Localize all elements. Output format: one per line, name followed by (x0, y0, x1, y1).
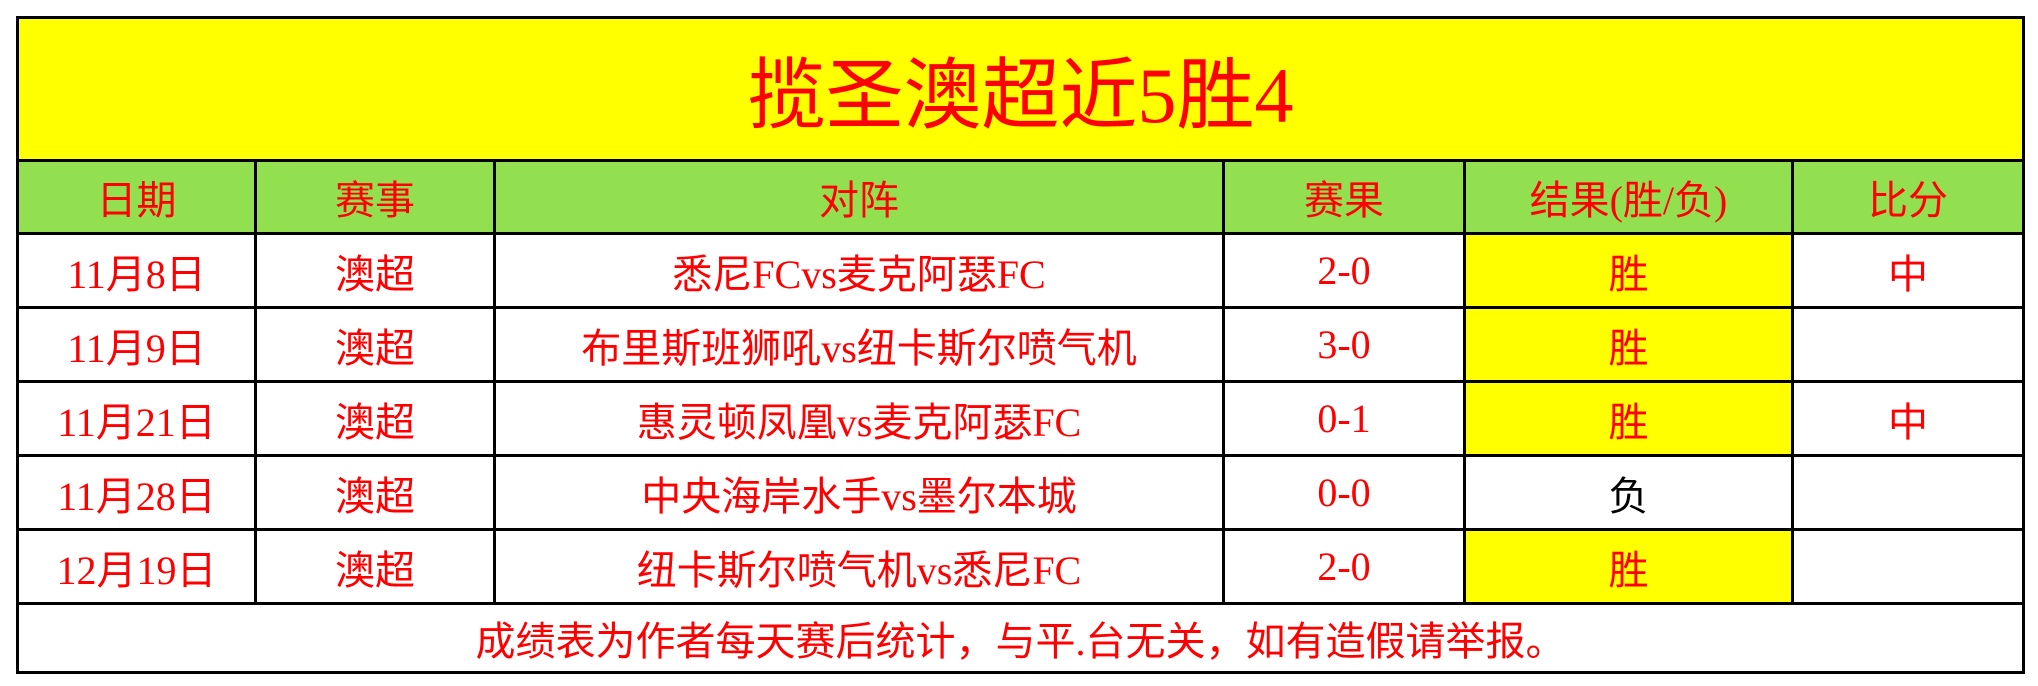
cell-score: 3-0 (1222, 306, 1466, 383)
cell-score: 2-0 (1222, 232, 1466, 309)
cell-league: 澳超 (254, 528, 496, 605)
cell-date: 11月9日 (16, 306, 257, 383)
cell-score: 0-1 (1222, 380, 1466, 457)
cell-pick (1790, 306, 2026, 383)
cell-pick (1790, 454, 2026, 531)
cell-pick: 中 (1790, 232, 2026, 309)
cell-score: 0-0 (1222, 454, 1466, 531)
cell-score: 2-0 (1222, 528, 1466, 605)
cell-result: 胜 (1463, 528, 1794, 605)
header-league: 赛事 (254, 159, 496, 235)
cell-league: 澳超 (254, 232, 496, 309)
cell-pick (1790, 528, 2026, 605)
cell-league: 澳超 (254, 306, 496, 383)
cell-date: 12月19日 (16, 528, 257, 605)
cell-result: 负 (1463, 454, 1794, 531)
header-match: 对阵 (493, 159, 1225, 235)
cell-match: 惠灵顿凤凰vs麦克阿瑟FC (493, 380, 1225, 457)
header-row: 日期 赛事 对阵 赛果 结果(胜/负) 比分 (16, 159, 2026, 235)
cell-result: 胜 (1463, 232, 1794, 309)
cell-date: 11月8日 (16, 232, 257, 309)
header-result: 结果(胜/负) (1463, 159, 1794, 235)
cell-match: 纽卡斯尔喷气机vs悉尼FC (493, 528, 1225, 605)
header-score: 赛果 (1222, 159, 1466, 235)
table-title: 揽圣澳超近5胜4 (15, 16, 2026, 162)
table-row: 11月21日 澳超 惠灵顿凤凰vs麦克阿瑟FC 0-1 胜中 (16, 380, 2026, 457)
table-row: 12月19日 澳超 纽卡斯尔喷气机vs悉尼FC 2-0 胜 (16, 528, 2026, 605)
table-row: 11月8日 澳超 悉尼FCvs麦克阿瑟FC 2-0 胜中 (16, 232, 2026, 309)
table-row: 11月9日 澳超 布里斯班狮吼vs纽卡斯尔喷气机 3-0 胜 (16, 306, 2026, 383)
results-table: 揽圣澳超近5胜4 日期 赛事 对阵 赛果 结果(胜/负) 比分 11月8日 澳超悉… (15, 16, 2026, 674)
cell-league: 澳超 (254, 380, 496, 457)
header-date: 日期 (16, 159, 257, 235)
table-row: 11月28日 澳超 中央海岸水手vs墨尔本城 0-0 负 (16, 454, 2026, 531)
cell-pick: 中 (1790, 380, 2026, 457)
cell-match: 布里斯班狮吼vs纽卡斯尔喷气机 (493, 306, 1225, 383)
cell-result: 胜 (1463, 380, 1794, 457)
cell-match: 中央海岸水手vs墨尔本城 (493, 454, 1225, 531)
cell-league: 澳超 (254, 454, 496, 531)
cell-match: 悉尼FCvs麦克阿瑟FC (493, 232, 1225, 309)
cell-result: 胜 (1463, 306, 1794, 383)
cell-date: 11月21日 (16, 380, 257, 457)
header-pick: 比分 (1790, 159, 2026, 235)
cell-date: 11月28日 (16, 454, 257, 531)
footer-note: 成绩表为作者每天赛后统计，与平.台无关，如有造假请举报。 (15, 602, 2026, 674)
